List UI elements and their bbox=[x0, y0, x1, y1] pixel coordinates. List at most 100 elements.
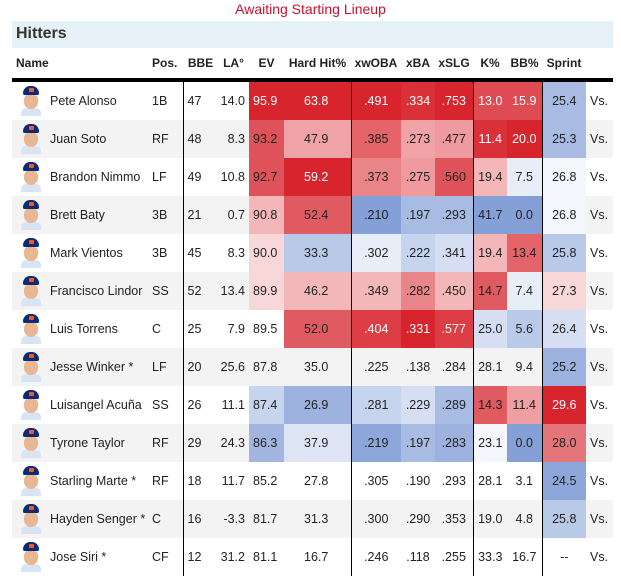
player-row[interactable]: Brett Baty 3B 21 0.7 90.8 52.4.210.197.293 41.… bbox=[12, 196, 613, 234]
player-name-cell[interactable]: Pete Alonso bbox=[12, 80, 152, 120]
vs-link[interactable]: Vs. bbox=[586, 310, 613, 348]
player-name-cell[interactable]: Luisangel Acuña bbox=[12, 386, 152, 424]
player-row[interactable]: Hayden Senger * C 16 -3.3 81.7 31.3.300.290.3… bbox=[12, 500, 613, 538]
vs-link[interactable]: Vs. bbox=[586, 196, 613, 234]
player-row[interactable]: Tyrone Taylor RF 29 24.3 86.3 37.9.219.197.28… bbox=[12, 424, 613, 462]
player-name[interactable]: Starling Marte * bbox=[50, 474, 137, 488]
vs-link[interactable]: Vs. bbox=[586, 500, 613, 538]
stat-xwoba: .210 bbox=[350, 196, 401, 234]
stat-k-pct: 14.7 bbox=[472, 272, 507, 310]
player-position: SS bbox=[152, 386, 183, 424]
player-name[interactable]: Jose Siri * bbox=[50, 550, 107, 564]
player-name[interactable]: Hayden Senger * bbox=[50, 512, 146, 526]
stat-bb-pct: 4.8 bbox=[507, 500, 542, 538]
player-name[interactable]: Tyrone Taylor bbox=[50, 436, 125, 450]
stat-bb-pct: 7.4 bbox=[507, 272, 542, 310]
stat-xslg: .284 bbox=[435, 348, 473, 386]
col-header-xwoba[interactable]: xwOBA bbox=[351, 48, 401, 82]
player-name[interactable]: Luis Torrens bbox=[50, 322, 118, 336]
player-row[interactable]: Mark Vientos 3B 45 8.3 90.0 33.3.302.222.341 1… bbox=[12, 234, 613, 272]
col-header-xba[interactable]: xBA bbox=[401, 48, 435, 82]
player-row[interactable]: Pete Alonso 1B 47 14.0 95.9 63.8.491.334.753 1… bbox=[12, 80, 613, 120]
vs-link[interactable]: Vs. bbox=[586, 462, 613, 500]
stat-bbe: 26 bbox=[182, 386, 218, 424]
vs-link[interactable]: Vs. bbox=[586, 120, 613, 158]
col-header-bb-pct[interactable]: BB% bbox=[507, 48, 542, 82]
col-header-ev[interactable]: EV bbox=[249, 48, 284, 82]
stat-sprint: 29.6 bbox=[541, 386, 586, 424]
player-position: RF bbox=[152, 120, 183, 158]
stat-k-pct: 19.0 bbox=[472, 500, 507, 538]
stat-la: 8.3 bbox=[218, 234, 249, 272]
player-name-cell[interactable]: Luis Torrens bbox=[12, 310, 152, 348]
player-name[interactable]: Luisangel Acuña bbox=[50, 398, 142, 412]
player-name-cell[interactable]: Tyrone Taylor bbox=[12, 424, 152, 462]
stat-sprint: 26.4 bbox=[541, 310, 586, 348]
col-header-xslg[interactable]: xSLG bbox=[435, 48, 473, 82]
player-row[interactable]: Brandon Nimmo LF 49 10.8 92.7 59.2.373.275.56… bbox=[12, 158, 613, 196]
stat-ev: 87.8 bbox=[249, 348, 284, 386]
stat-la: 10.8 bbox=[218, 158, 249, 196]
vs-link[interactable]: Vs. bbox=[586, 348, 613, 386]
player-name-cell[interactable]: Brett Baty bbox=[12, 196, 152, 234]
player-row[interactable]: Jesse Winker * LF 20 25.6 87.8 35.0.225.138.2… bbox=[12, 348, 613, 386]
stat-k-pct: 23.1 bbox=[472, 424, 507, 462]
player-name[interactable]: Jesse Winker * bbox=[50, 360, 134, 374]
player-name[interactable]: Brett Baty bbox=[50, 208, 105, 222]
player-row[interactable]: Luis Torrens C 25 7.9 89.5 52.0.404.331.577 25… bbox=[12, 310, 613, 348]
player-position: CF bbox=[152, 538, 183, 576]
player-name[interactable]: Brandon Nimmo bbox=[50, 170, 141, 184]
player-row[interactable]: Jose Siri * CF 12 31.2 81.1 16.7.246.118.255 3… bbox=[12, 538, 613, 576]
vs-link[interactable]: Vs. bbox=[586, 80, 613, 120]
stat-hard-hit: 35.0 bbox=[284, 348, 351, 386]
col-header-sprint[interactable]: Sprint bbox=[542, 48, 586, 82]
player-name-cell[interactable]: Starling Marte * bbox=[12, 462, 152, 500]
player-row[interactable]: Juan Soto RF 48 8.3 93.2 47.9.385.273.477 11.4… bbox=[12, 120, 613, 158]
col-header-bbe[interactable]: BBE bbox=[183, 48, 218, 82]
col-header-k-pct[interactable]: K% bbox=[473, 48, 507, 82]
player-name-cell[interactable]: Francisco Lindor bbox=[12, 272, 152, 310]
stat-ev: 81.1 bbox=[249, 538, 284, 576]
stat-la: 8.3 bbox=[218, 120, 249, 158]
stat-bbe: 47 bbox=[182, 80, 218, 120]
col-header-la[interactable]: LA° bbox=[218, 48, 249, 82]
col-header-name[interactable]: Name bbox=[12, 48, 152, 82]
stat-xwoba: .225 bbox=[350, 348, 401, 386]
vs-link[interactable]: Vs. bbox=[586, 158, 613, 196]
player-name-cell[interactable]: Jesse Winker * bbox=[12, 348, 152, 386]
stat-ev: 92.7 bbox=[249, 158, 284, 196]
vs-link[interactable]: Vs. bbox=[586, 234, 613, 272]
player-name[interactable]: Mark Vientos bbox=[50, 246, 123, 260]
stat-xwoba: .300 bbox=[350, 500, 401, 538]
section-header-hitters: Hitters bbox=[12, 21, 613, 48]
vs-link[interactable]: Vs. bbox=[586, 538, 613, 576]
player-name-cell[interactable]: Brandon Nimmo bbox=[12, 158, 152, 196]
player-name-cell[interactable]: Jose Siri * bbox=[12, 538, 152, 576]
stat-bbe: 21 bbox=[182, 196, 218, 234]
stat-hard-hit: 47.9 bbox=[284, 120, 351, 158]
stat-xwoba: .404 bbox=[350, 310, 401, 348]
vs-link[interactable]: Vs. bbox=[586, 272, 613, 310]
stat-k-pct: 19.4 bbox=[472, 158, 507, 196]
vs-link[interactable]: Vs. bbox=[586, 386, 613, 424]
stat-bbe: 20 bbox=[182, 348, 218, 386]
vs-link[interactable]: Vs. bbox=[586, 424, 613, 462]
stat-xwoba: .373 bbox=[350, 158, 401, 196]
player-row[interactable]: Francisco Lindor SS 52 13.4 89.9 46.2.349.282… bbox=[12, 272, 613, 310]
player-name[interactable]: Pete Alonso bbox=[50, 94, 117, 108]
col-header-hard-hit[interactable]: Hard Hit% bbox=[284, 48, 351, 82]
col-header-pos[interactable]: Pos. bbox=[152, 48, 183, 82]
player-row[interactable]: Starling Marte * RF 18 11.7 85.2 27.8.305.190… bbox=[12, 462, 613, 500]
player-name[interactable]: Juan Soto bbox=[50, 132, 107, 146]
stat-bb-pct: 13.4 bbox=[507, 234, 542, 272]
table-header-row: Name Pos. BBE LA° EV Hard Hit% xwOBA xBA… bbox=[12, 48, 613, 82]
player-name[interactable]: Francisco Lindor bbox=[50, 284, 143, 298]
player-name-cell[interactable]: Hayden Senger * bbox=[12, 500, 152, 538]
stat-la: 11.1 bbox=[218, 386, 249, 424]
player-name-cell[interactable]: Juan Soto bbox=[12, 120, 152, 158]
player-row[interactable]: Luisangel Acuña SS 26 11.1 87.4 26.9.281.229.… bbox=[12, 386, 613, 424]
stat-xba: .138 bbox=[401, 348, 435, 386]
player-name-cell[interactable]: Mark Vientos bbox=[12, 234, 152, 272]
stat-xba: .190 bbox=[401, 462, 435, 500]
stat-xba: .275 bbox=[401, 158, 435, 196]
